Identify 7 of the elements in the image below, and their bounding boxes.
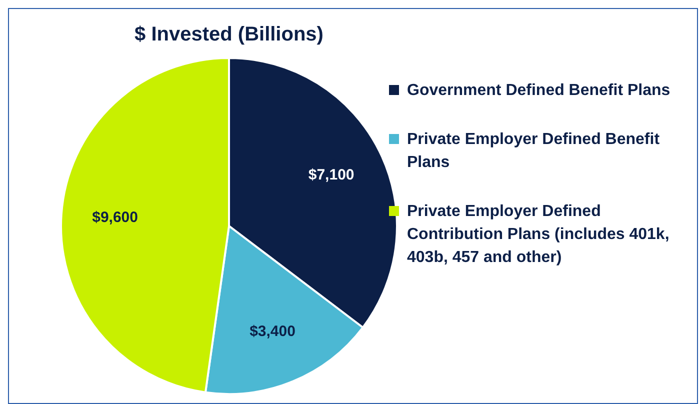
data-label: $3,400 [250,322,296,340]
legend-label: Private Employer Defined Contribution Plans (includes 401k, 403b, 457 and other) [407,202,670,268]
chart-title: $ Invested (Billions) [134,24,324,46]
legend-label: Private Employer Defined Benefit Plans [407,130,661,173]
legend-label: Government Defined Benefit Plans [407,81,670,101]
data-label: $7,100 [308,166,354,184]
data-label: $9,600 [92,209,138,226]
